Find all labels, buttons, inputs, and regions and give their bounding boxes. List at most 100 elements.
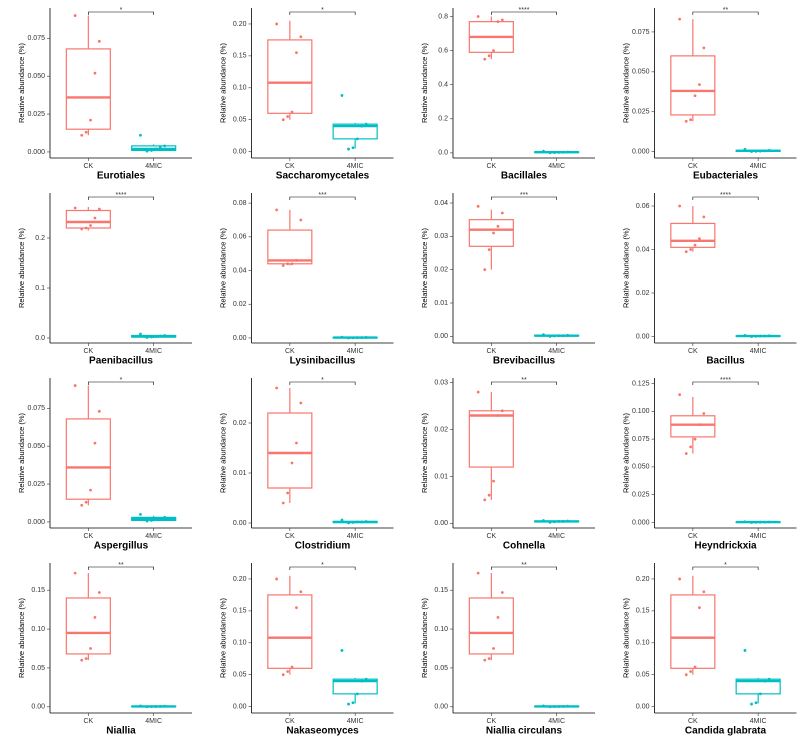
significance-label: *** bbox=[318, 192, 326, 199]
y-tick-label: 0.000 bbox=[27, 519, 45, 526]
significance-bracket bbox=[491, 196, 557, 200]
data-point bbox=[295, 259, 298, 262]
data-point bbox=[73, 384, 77, 387]
panel-title: Eurotiales bbox=[97, 171, 146, 182]
data-point bbox=[693, 94, 697, 98]
data-point bbox=[158, 334, 162, 338]
x-tick-label: 4MIC bbox=[145, 533, 162, 540]
data-point bbox=[684, 119, 688, 123]
panel: 0.000 0.025 0.050 0.075 0.100 0.125 Relative a… bbox=[621, 377, 797, 552]
box bbox=[332, 123, 378, 140]
data-point bbox=[750, 150, 753, 153]
y-tick-label: 0.075 bbox=[27, 405, 45, 412]
y-axis-label: Relative abundance (%) bbox=[621, 42, 630, 123]
significance-label: **** bbox=[116, 192, 127, 199]
y-tick-label: 0.02 bbox=[434, 267, 448, 274]
box bbox=[65, 209, 111, 229]
y-tick-label: 0.00 bbox=[636, 703, 650, 710]
panel-title: Brevibacillus bbox=[493, 356, 556, 367]
panel-title: Niallia circulans bbox=[486, 726, 563, 737]
y-tick-label: 0.125 bbox=[632, 380, 650, 387]
x-tick-label: CK bbox=[83, 533, 93, 540]
data-point bbox=[476, 571, 480, 575]
data-point bbox=[281, 501, 285, 505]
y-axis-label: Relative abundance (%) bbox=[17, 412, 26, 493]
data-point bbox=[355, 137, 359, 141]
box bbox=[267, 594, 313, 669]
data-point bbox=[80, 227, 84, 231]
x-tick-label: CK bbox=[486, 163, 496, 170]
y-axis-label: Relative abundance (%) bbox=[621, 227, 630, 308]
panel: 0.00 0.01 0.02 0.03 0.04 Relative abundance (… bbox=[420, 192, 595, 367]
y-tick-label: 0.05 bbox=[31, 665, 45, 672]
box bbox=[65, 418, 111, 500]
significance-label: * bbox=[321, 377, 324, 384]
data-point bbox=[496, 414, 500, 417]
data-point bbox=[158, 704, 162, 708]
y-tick-label: 0.025 bbox=[27, 481, 45, 488]
y-axis-label: Relative abundance (%) bbox=[420, 227, 429, 308]
data-point bbox=[295, 51, 298, 55]
significance-bracket bbox=[289, 196, 356, 200]
box bbox=[65, 48, 111, 130]
x-tick-label: CK bbox=[83, 163, 93, 170]
panel-title: Nakaseomyces bbox=[286, 726, 359, 737]
data-point bbox=[139, 512, 142, 516]
data-point bbox=[150, 705, 153, 709]
data-point bbox=[566, 333, 570, 337]
y-tick-label: 0.04 bbox=[636, 246, 650, 253]
data-point bbox=[286, 491, 290, 495]
data-point bbox=[281, 118, 285, 122]
panel: 0.00 0.01 0.02 0.03 Relative abundance (%) CK… bbox=[420, 377, 595, 552]
y-tick-label: 0.10 bbox=[233, 640, 247, 647]
data-point bbox=[754, 149, 758, 153]
y-tick-label: 0.04 bbox=[233, 267, 247, 274]
data-point bbox=[750, 335, 753, 338]
y-tick-label: 0.0 bbox=[35, 335, 45, 342]
significance-label: ** bbox=[723, 7, 729, 14]
data-point bbox=[557, 334, 561, 338]
data-point bbox=[767, 334, 771, 338]
x-tick-label: CK bbox=[285, 348, 295, 355]
data-point bbox=[763, 334, 767, 338]
data-point bbox=[743, 147, 747, 151]
data-point bbox=[150, 519, 153, 522]
y-tick-label: 0.00 bbox=[434, 333, 448, 340]
data-point bbox=[492, 49, 495, 53]
data-point bbox=[364, 677, 368, 681]
data-point bbox=[542, 333, 545, 337]
data-point bbox=[347, 702, 350, 706]
significance-label: * bbox=[724, 562, 727, 569]
box bbox=[267, 39, 313, 114]
data-point bbox=[476, 390, 480, 394]
y-tick-label: 0.02 bbox=[233, 420, 247, 427]
data-point bbox=[548, 151, 552, 155]
y-tick-label: 0.20 bbox=[233, 576, 247, 583]
data-point bbox=[290, 665, 294, 669]
data-point bbox=[500, 211, 504, 215]
y-axis-label: Relative abundance (%) bbox=[218, 412, 227, 493]
data-point bbox=[290, 110, 294, 114]
data-point bbox=[351, 146, 355, 150]
data-point bbox=[758, 334, 762, 338]
data-point bbox=[93, 216, 97, 220]
data-point bbox=[340, 518, 344, 522]
data-point bbox=[351, 521, 355, 524]
y-tick-label: 0.050 bbox=[632, 464, 650, 471]
data-point bbox=[290, 262, 294, 266]
data-point bbox=[678, 577, 682, 581]
panel: 0.00 0.02 0.04 0.06 0.08 Relative abundance (… bbox=[218, 192, 394, 367]
y-tick-label: 0.6 bbox=[438, 47, 448, 54]
panel-title: Niallia bbox=[106, 726, 136, 737]
y-tick-label: 0.2 bbox=[438, 116, 448, 123]
panel: 0.00 0.05 0.10 0.15 0.20 Relative abundance (… bbox=[621, 562, 797, 737]
data-point bbox=[702, 215, 706, 219]
data-point bbox=[154, 335, 158, 338]
data-point bbox=[483, 658, 487, 662]
data-point bbox=[500, 591, 504, 594]
data-point bbox=[553, 151, 556, 154]
y-tick-label: 0.00 bbox=[233, 520, 247, 527]
data-point bbox=[89, 118, 92, 122]
data-point bbox=[93, 71, 97, 75]
